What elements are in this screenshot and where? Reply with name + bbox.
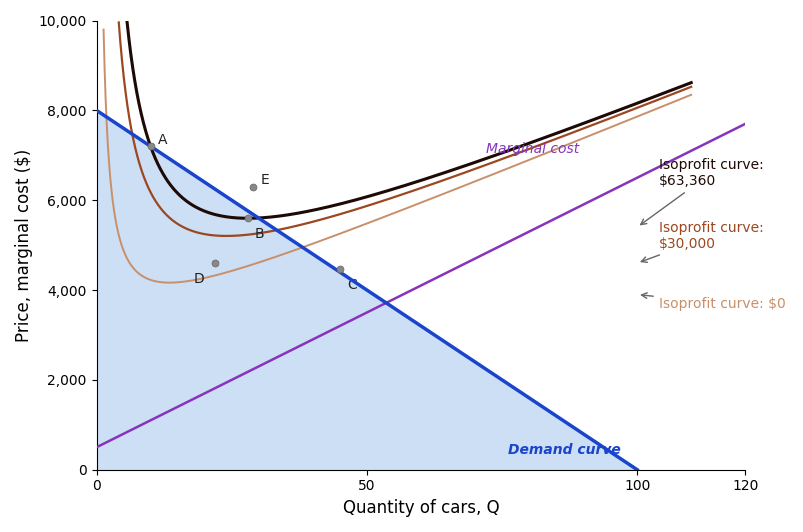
Text: C: C [346, 278, 356, 292]
Text: B: B [255, 227, 264, 240]
Text: Isoprofit curve:
$63,360: Isoprofit curve: $63,360 [640, 158, 763, 225]
Text: A: A [157, 132, 167, 146]
Text: Marginal cost: Marginal cost [485, 142, 578, 156]
Text: E: E [260, 173, 269, 187]
Text: Demand curve: Demand curve [507, 444, 620, 458]
Y-axis label: Price, marginal cost ($): Price, marginal cost ($) [15, 148, 33, 342]
Text: D: D [193, 271, 204, 286]
Text: Isoprofit curve:
$30,000: Isoprofit curve: $30,000 [641, 221, 763, 262]
X-axis label: Quantity of cars, Q: Quantity of cars, Q [342, 499, 499, 517]
Text: Isoprofit curve: $0: Isoprofit curve: $0 [641, 293, 785, 311]
